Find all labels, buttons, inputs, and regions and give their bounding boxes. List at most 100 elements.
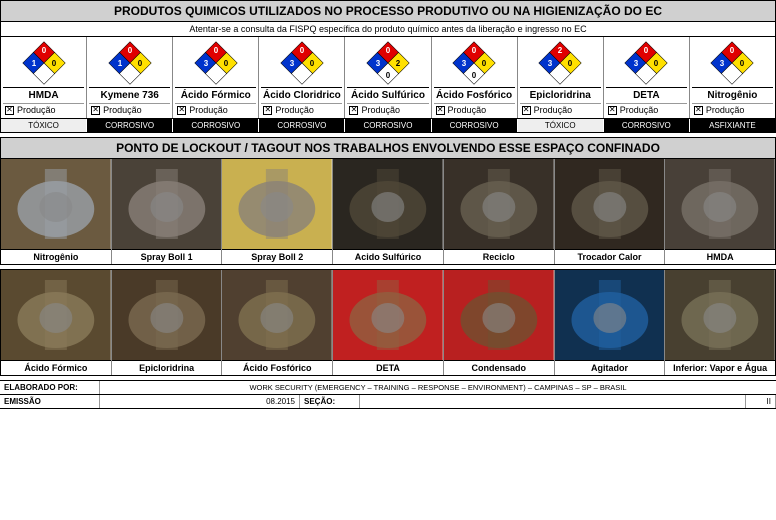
lockout-label: Spray Boll 2 [222,249,332,264]
chem-name: Nitrogênio [692,87,773,103]
lockout-label: Acido Sulfúrico [333,249,443,264]
hazard-cell: ASFIXIANTE [690,119,775,132]
lockout-cell: Condensado [444,270,555,375]
chem-cell: 0 3 0 0 Ácido Fosfórico ✕ Produção [432,37,518,118]
nfpa-diamond: 0 3 2 0 [366,39,410,87]
chem-cell: 0 1 0 Kymene 736 ✕ Produção [87,37,173,118]
lockout-label: Trocador Calor [555,249,665,264]
prod-label: Produção [361,105,400,115]
lockout-photo [222,159,332,249]
chem-section-title: PRODUTOS QUIMICOS UTILIZADOS NO PROCESSO… [0,0,776,22]
checkbox-icon: ✕ [177,106,186,115]
nfpa-diamond: 2 3 0 [538,39,582,87]
lockout-label: Inferior: Vapor e Água [665,360,775,375]
lockout-label: Spray Boll 1 [112,249,222,264]
lockout-label: Nitrogênio [1,249,111,264]
prod-row: ✕ Produção [347,103,428,116]
lockout-photo [333,270,443,360]
chem-cell: 0 3 0 Ácido Fórmico ✕ Produção [173,37,259,118]
prod-label: Produção [448,105,487,115]
hazard-cell: CORROSIVO [604,119,690,132]
prod-row: ✕ Produção [434,103,515,116]
hazard-cell: CORROSIVO [432,119,518,132]
hazard-cell: CORROSIVO [87,119,173,132]
hazard-cell: CORROSIVO [345,119,431,132]
elaborado-label: ELABORADO POR: [0,381,100,394]
nfpa-diamond: 0 1 0 [22,39,66,87]
svg-text:3: 3 [462,59,467,68]
checkbox-icon: ✕ [5,106,14,115]
svg-text:0: 0 [300,46,305,55]
lockout-cell: DETA [333,270,444,375]
checkbox-icon: ✕ [694,106,703,115]
lockout-cell: HMDA [665,159,775,264]
svg-text:0: 0 [644,46,649,55]
lockout-photo [112,159,222,249]
chem-name: Ácido Fórmico [175,87,256,103]
nfpa-diamond: 0 3 0 [710,39,754,87]
chem-cell: 0 1 0 HMDA ✕ Produção [1,37,87,118]
svg-text:0: 0 [127,46,132,55]
hazard-cell: CORROSIVO [173,119,259,132]
prod-label: Produção [534,105,573,115]
prod-label: Produção [189,105,228,115]
svg-text:0: 0 [224,59,229,68]
svg-text:3: 3 [720,59,725,68]
chem-cell: 2 3 0 Epicloridrina ✕ Produção [518,37,604,118]
lockout-photo [333,159,443,249]
svg-text:0: 0 [472,46,477,55]
lockout-label: Epicloridrina [112,360,222,375]
emissao-label: EMISSÃO [0,395,100,408]
footer-elaborado-row: ELABORADO POR: WORK SECURITY (EMERGENCY … [0,380,776,394]
lockout-cell: Acido Sulfúrico [333,159,444,264]
svg-text:0: 0 [41,46,46,55]
checkbox-icon: ✕ [91,106,100,115]
svg-text:1: 1 [117,59,122,68]
chem-name: Epicloridrina [520,87,601,103]
lockout-cell: Ácido Fosfórico [222,270,333,375]
lockout-photo [665,270,775,360]
lockout-photo [555,270,665,360]
chem-name: Ácido Fosfórico [434,87,515,103]
chem-cell: 0 3 2 0 Ácido Sulfúrico ✕ Produção [345,37,431,118]
checkbox-icon: ✕ [608,106,617,115]
lockout-label: Reciclo [444,249,554,264]
svg-text:0: 0 [137,59,142,68]
prod-label: Produção [275,105,314,115]
footer-org: WORK SECURITY (EMERGENCY – TRAINING – RE… [100,381,776,394]
chem-cell: 0 3 0 Nitrogênio ✕ Produção [690,37,775,118]
svg-text:3: 3 [290,59,295,68]
chem-name: Ácido Sulfúrico [347,87,428,103]
svg-text:0: 0 [386,46,391,55]
svg-text:0: 0 [51,59,56,68]
svg-text:3: 3 [204,59,209,68]
lockout-label: Agitador [555,360,665,375]
nfpa-diamond: 0 3 0 [194,39,238,87]
svg-text:0: 0 [310,59,315,68]
lockout-cell: Trocador Calor [555,159,666,264]
secao-label: SEÇÃO: [300,395,360,408]
page-num: II [746,395,776,408]
hazard-cell: TÓXICO [1,119,87,132]
prod-row: ✕ Produção [606,103,687,116]
prod-label: Produção [103,105,142,115]
svg-text:2: 2 [558,46,563,55]
checkbox-icon: ✕ [263,106,272,115]
chem-cell: 0 3 0 Ácido Cloridrico ✕ Produção [259,37,345,118]
svg-text:0: 0 [654,59,659,68]
prod-label: Produção [706,105,745,115]
lockout-photo [1,270,111,360]
lockout-label: Ácido Fórmico [1,360,111,375]
lockout-photo [1,159,111,249]
svg-text:3: 3 [634,59,639,68]
svg-text:0: 0 [740,59,745,68]
prod-row: ✕ Produção [520,103,601,116]
lockout-photo [444,159,554,249]
svg-text:0: 0 [214,46,219,55]
checkbox-icon: ✕ [436,106,445,115]
svg-text:3: 3 [548,59,553,68]
svg-text:0: 0 [482,59,487,68]
lockout-cell: Spray Boll 2 [222,159,333,264]
hazard-cell: CORROSIVO [259,119,345,132]
footer-emissao-row: EMISSÃO 08.2015 SEÇÃO: II [0,394,776,409]
